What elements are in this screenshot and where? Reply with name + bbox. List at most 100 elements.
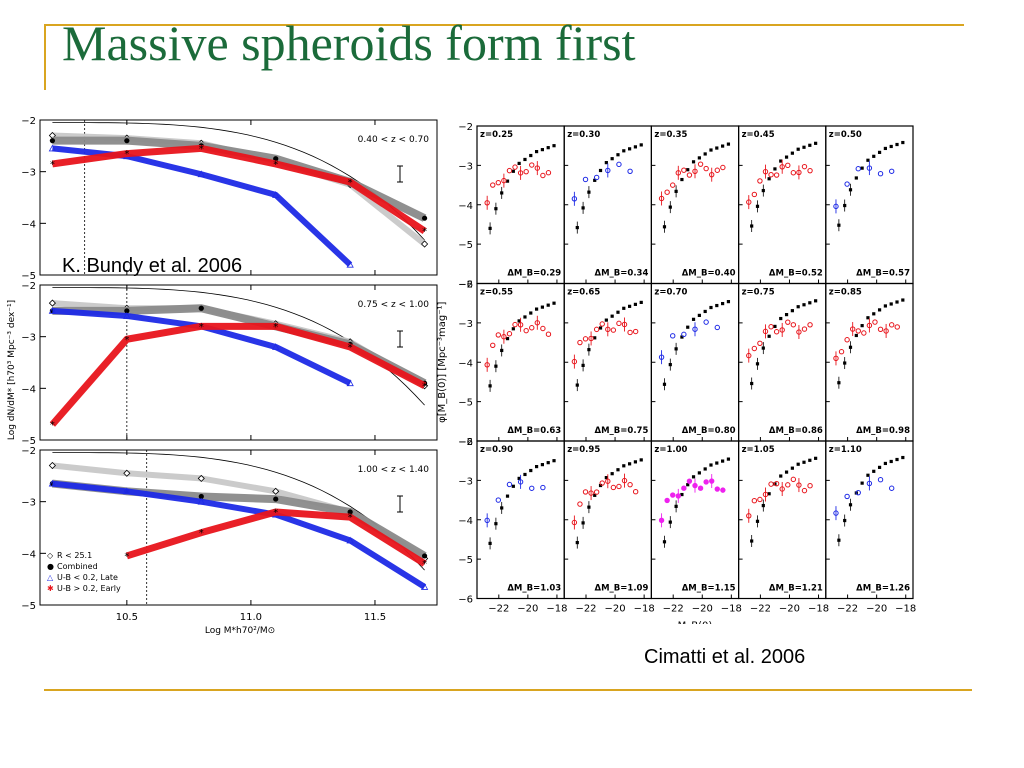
lf-panel-redshift: z=0.50 (829, 130, 862, 140)
lf-panel-frame (476, 282, 565, 442)
reference-point (552, 301, 556, 305)
x-tick-label: −18 (808, 604, 829, 615)
reference-point (866, 158, 870, 162)
left-rule (44, 24, 46, 90)
sample-point (490, 342, 496, 349)
sample-point (838, 349, 845, 355)
reference-point (616, 310, 620, 314)
reference-point (715, 461, 719, 465)
reference-point (622, 149, 626, 153)
sample-point (757, 496, 763, 503)
y-tick-label: −3 (458, 476, 473, 487)
sample-point (664, 189, 670, 195)
reference-point (529, 311, 533, 315)
sample-point (714, 324, 720, 331)
sample-point (801, 163, 808, 170)
data-point-star: * (348, 343, 353, 354)
reference-point (691, 475, 696, 479)
reference-point (505, 494, 510, 498)
data-point-triangle (346, 379, 354, 387)
data-point-dot (124, 308, 130, 314)
data-point-dot (347, 509, 353, 515)
sample-point (877, 476, 884, 483)
sample-point (751, 191, 758, 198)
sample-point (686, 478, 693, 484)
legend-symbol: ◇ (47, 551, 54, 560)
reference-point (622, 306, 626, 310)
sample-point (855, 328, 861, 334)
reference-point (604, 161, 608, 165)
lf-panel-delta-mag: ΔM_B=0.63 (507, 426, 561, 436)
reference-point (779, 474, 783, 478)
data-point-star: * (50, 159, 55, 170)
reference-point (517, 161, 521, 166)
data-point-star: * (199, 144, 204, 155)
reference-point (552, 459, 556, 463)
sample-point (751, 498, 758, 504)
sample-point (681, 167, 687, 173)
x-tick-label: 11.0 (240, 612, 262, 623)
y-axis-title: φ[M_B(0)] [Mpc⁻³mag⁻¹] (437, 302, 448, 423)
reference-point (534, 149, 539, 154)
sample-point (627, 168, 633, 175)
x-tick-label: −22 (488, 604, 509, 615)
legend-symbol: ✱ (47, 584, 54, 593)
lf-panel-redshift: z=0.25 (480, 130, 513, 140)
reference-point (790, 151, 794, 155)
data-point-triangle (197, 497, 205, 505)
reference-point (808, 458, 812, 462)
reference-point (604, 476, 608, 480)
reference-point (860, 481, 864, 485)
reference-point (598, 326, 603, 330)
lf-panel-redshift: z=0.90 (480, 445, 513, 455)
sample-point (703, 319, 709, 325)
reference-point (511, 484, 515, 488)
sample-point (894, 324, 900, 330)
y-tick-label: −5 (458, 240, 473, 251)
lf-panel-frame (476, 440, 565, 600)
sample-point (807, 322, 813, 328)
reference-point (598, 483, 603, 488)
reference-point (703, 467, 707, 471)
data-point-diamond (48, 299, 56, 307)
reference-point (534, 307, 539, 311)
x-tick-label: −22 (837, 604, 858, 615)
sample-point (506, 331, 513, 337)
reference-point (534, 464, 539, 469)
sample-point (888, 322, 895, 328)
data-point-triangle (346, 536, 354, 544)
legend-symbol: △ (47, 573, 54, 582)
reference-point (872, 312, 876, 316)
lf-panel-frame (650, 282, 740, 442)
data-point-triangle (197, 170, 205, 178)
reference-point (773, 324, 777, 329)
reference-point (691, 160, 696, 164)
reference-point (721, 144, 725, 148)
data-point-star: * (50, 420, 55, 431)
data-point-star: * (124, 335, 129, 346)
y-tick-label: −3 (21, 498, 36, 509)
reference-point (511, 327, 515, 331)
reference-point (883, 146, 887, 151)
top-rule (44, 24, 964, 26)
y-tick-label: −3 (458, 319, 473, 330)
y-tick-label: −5 (458, 555, 473, 566)
data-point-star: * (422, 559, 427, 570)
lf-panel-frame (825, 282, 914, 442)
reference-point (505, 179, 510, 183)
sample-point (545, 170, 552, 176)
data-point-triangle (272, 343, 280, 350)
sample-point (582, 336, 589, 342)
sample-point (801, 487, 808, 494)
lf-panel-delta-mag: ΔM_B=1.09 (595, 584, 649, 594)
lf-panel-redshift: z=0.95 (567, 445, 600, 455)
y-tick-label: −6 (458, 280, 473, 291)
reference-point (709, 305, 713, 310)
reference-point (895, 142, 899, 147)
reference-point (691, 317, 696, 321)
y-tick-label: −5 (21, 436, 36, 447)
reference-point (529, 468, 533, 473)
y-axis-title: Log dN/dM* [h70³ Mpc⁻³ dex⁻¹] (7, 300, 17, 440)
sample-point (785, 319, 791, 325)
lf-panel-delta-mag: ΔM_B=1.26 (856, 584, 910, 594)
